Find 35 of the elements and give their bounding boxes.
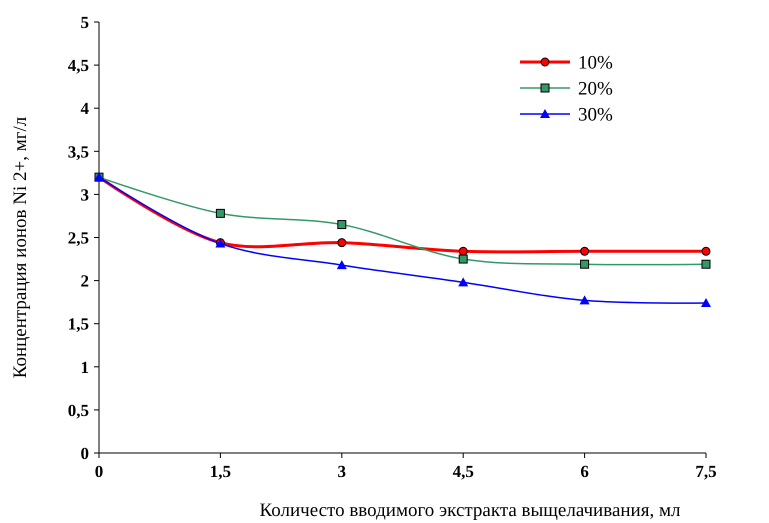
x-tick-label: 4,5 bbox=[452, 462, 474, 481]
point bbox=[458, 254, 468, 264]
x-tick-label: 3 bbox=[338, 462, 346, 481]
x-tick-label: 7,5 bbox=[695, 462, 717, 481]
y-tick-label: 2,5 bbox=[68, 228, 89, 248]
point bbox=[458, 277, 468, 286]
y-tick-label: 4 bbox=[80, 99, 90, 118]
x-tick-label: 1,5 bbox=[210, 462, 232, 481]
y-axis-title: Концентрация ионов Ni 2+, мг/л bbox=[10, 116, 31, 378]
y-tick-label: 1,5 bbox=[68, 314, 89, 334]
legend-label: 10% bbox=[578, 52, 613, 74]
y-tick-label: 4,5 bbox=[68, 56, 89, 76]
legend-label: 30% bbox=[578, 104, 613, 126]
y-tick-label: 0,5 bbox=[68, 400, 89, 420]
point bbox=[216, 208, 225, 218]
point bbox=[702, 246, 710, 256]
y-tick-label: 5 bbox=[80, 12, 89, 32]
y-tick-label: 2 bbox=[80, 272, 89, 291]
y-tick-label: 1 bbox=[80, 358, 89, 377]
point bbox=[580, 246, 590, 256]
point bbox=[337, 238, 346, 248]
point bbox=[580, 295, 590, 304]
x-tick-label: 0 bbox=[94, 462, 104, 481]
y-tick-label: 3,5 bbox=[68, 142, 89, 162]
point bbox=[580, 260, 590, 269]
legend-label: 20% bbox=[578, 78, 613, 100]
point bbox=[337, 220, 346, 230]
point bbox=[701, 298, 711, 308]
point bbox=[458, 246, 468, 256]
point bbox=[702, 260, 710, 269]
point bbox=[336, 260, 347, 270]
x-tick-label: 6 bbox=[580, 462, 589, 481]
y-tick-label: 0 bbox=[80, 444, 89, 463]
y-tick-label: 3 bbox=[80, 185, 89, 204]
x-axis-title: Количесто вводимого экстракта выщелачивания, мл bbox=[260, 500, 681, 521]
